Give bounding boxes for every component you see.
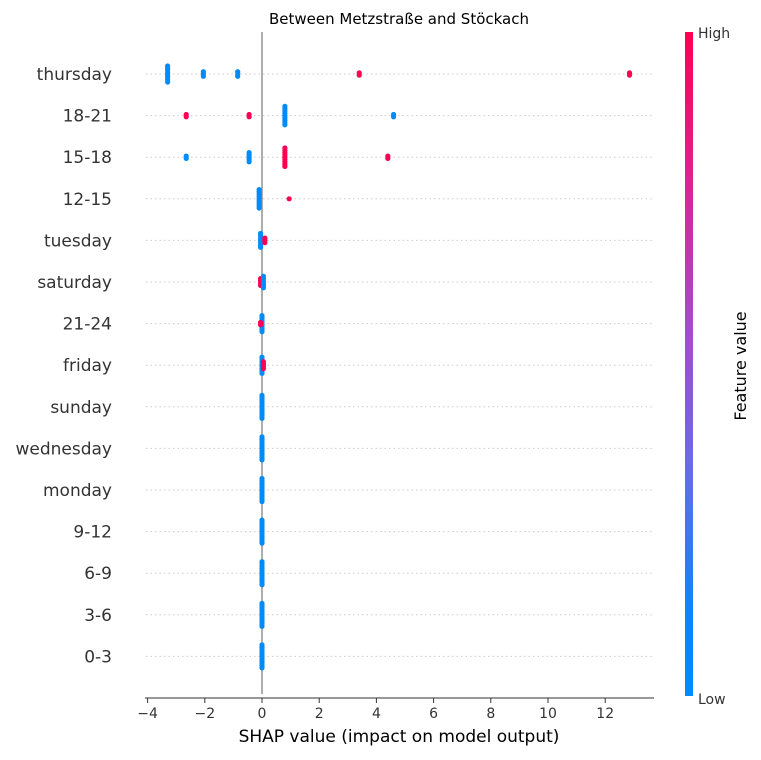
x-tick-label: 6 <box>429 706 438 722</box>
x-tick-label: 2 <box>315 706 324 722</box>
shap-point <box>183 155 189 161</box>
shap-point <box>165 79 171 85</box>
x-axis-label: SHAP value (impact on model output) <box>239 727 560 747</box>
shap-point <box>259 415 265 421</box>
shap-point <box>286 196 292 202</box>
shap-point <box>256 205 262 211</box>
shap-point <box>282 122 288 128</box>
feature-label: tuesday <box>44 231 112 251</box>
feature-label: 15-18 <box>63 148 112 168</box>
shap-point <box>260 285 267 291</box>
feature-label: monday <box>43 481 112 501</box>
shap-point <box>390 114 397 120</box>
feature-label: thursday <box>37 65 112 85</box>
feature-label: 12-15 <box>63 190 112 210</box>
shap-point <box>259 582 265 588</box>
feature-label: 18-21 <box>63 107 112 127</box>
shap-point <box>385 155 391 161</box>
shap-point <box>246 159 252 165</box>
shap-point <box>259 457 265 463</box>
colorbar-high-label: High <box>698 26 730 42</box>
shap-point <box>246 114 252 120</box>
shap-point <box>259 623 265 629</box>
x-tick-label: 10 <box>539 706 557 722</box>
shap-point <box>262 240 268 246</box>
shap-point <box>259 329 265 335</box>
shap-point <box>259 498 265 505</box>
shap-point <box>282 163 288 169</box>
colorbar-title: Feature value <box>731 311 750 420</box>
shap-point <box>356 72 362 78</box>
feature-label: saturday <box>37 273 112 293</box>
feature-labels: thursday 18-21 15-18 12-15 tuesday saturday 21… <box>15 65 112 667</box>
shap-point <box>257 244 264 250</box>
feature-label: 0-3 <box>84 647 112 667</box>
feature-label: wednesday <box>15 439 112 459</box>
row-gridlines <box>146 73 652 657</box>
shap-point <box>200 73 206 79</box>
x-tick-label: 4 <box>372 706 381 722</box>
x-tick-label: −2 <box>194 706 215 722</box>
feature-label: sunday <box>50 398 112 418</box>
x-tick-label: 0 <box>258 706 267 722</box>
shap-point <box>259 540 265 546</box>
x-tick-label: 8 <box>486 706 495 722</box>
feature-label: 6-9 <box>84 564 112 584</box>
shap-points <box>165 63 633 671</box>
colorbar-low-label: Low <box>698 692 726 708</box>
x-axis: −4 −2 0 2 4 6 8 10 12 <box>137 697 654 722</box>
chart-title: Between Metzstraße and Stöckach <box>269 10 529 28</box>
shap-point <box>260 366 267 372</box>
shap-point <box>257 322 264 328</box>
shap-point <box>626 72 633 78</box>
x-tick-label: 12 <box>596 706 614 722</box>
feature-label: 9-12 <box>73 523 112 543</box>
x-tick-label: −4 <box>137 706 158 722</box>
shap-point <box>259 370 265 376</box>
feature-label: 3-6 <box>84 606 112 626</box>
shap-point <box>183 114 189 120</box>
shap-point <box>235 73 241 79</box>
colorbar <box>685 32 693 696</box>
feature-label: friday <box>63 356 112 376</box>
feature-label: 21-24 <box>63 315 112 335</box>
shap-point <box>259 665 265 671</box>
